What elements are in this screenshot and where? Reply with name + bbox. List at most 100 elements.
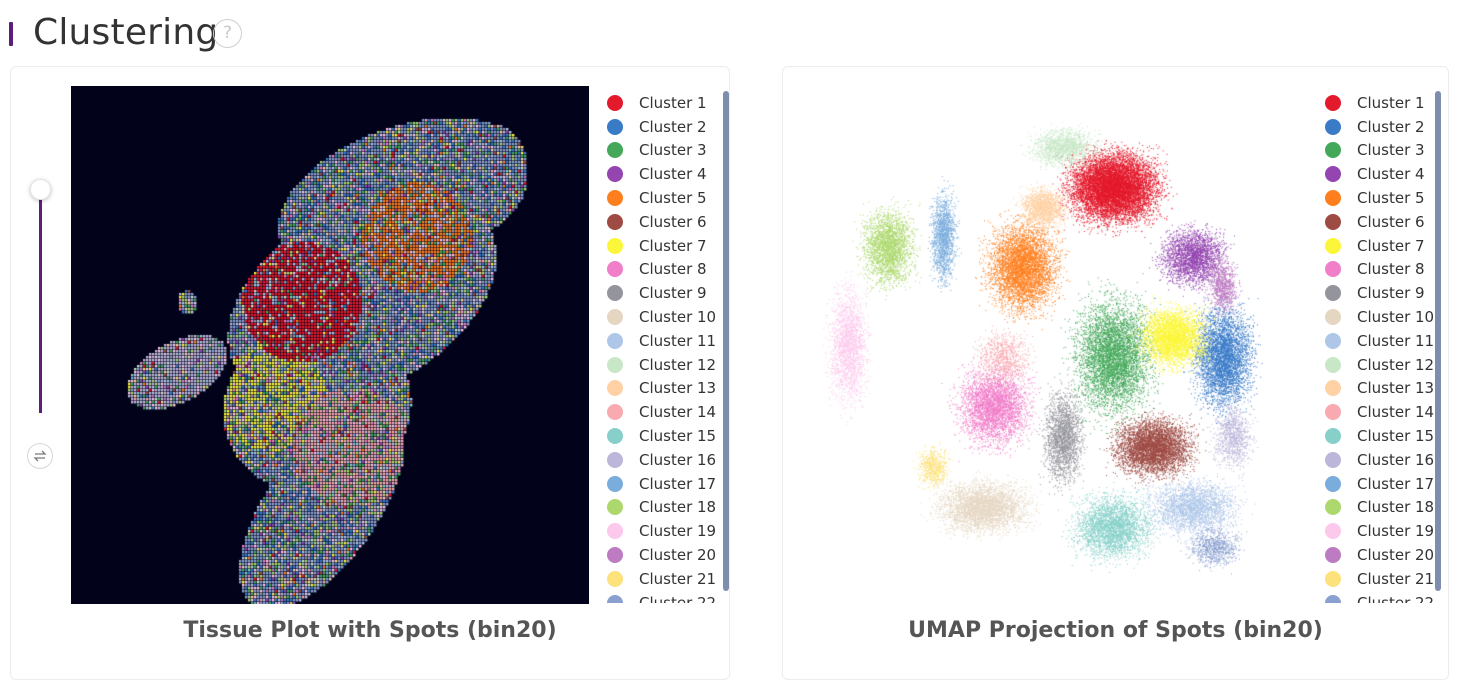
legend-color-swatch: [607, 190, 623, 207]
legend-item[interactable]: Cluster 7: [599, 234, 729, 258]
legend-item[interactable]: Cluster 1: [599, 91, 729, 115]
section-header: Clustering ?: [0, 0, 1470, 66]
legend-label: Cluster 5: [639, 189, 707, 208]
legend-label: Cluster 13: [639, 379, 717, 398]
legend-label: Cluster 20: [1357, 546, 1435, 565]
legend-color-swatch: [607, 237, 623, 254]
legend-label: Cluster 2: [639, 117, 707, 136]
umap-plot-canvas[interactable]: [813, 107, 1283, 587]
legend-color-swatch: [1325, 237, 1341, 254]
legend-item[interactable]: Cluster 19: [1317, 519, 1448, 543]
legend-item[interactable]: Cluster 17: [599, 472, 729, 496]
legend-color-swatch: [1325, 309, 1341, 326]
legend-item[interactable]: Cluster 4: [599, 162, 729, 186]
legend-color-swatch: [607, 547, 623, 564]
swap-horizontal-icon: [33, 450, 47, 462]
legend-color-swatch: [607, 285, 623, 302]
legend-label: Cluster 22: [1357, 593, 1435, 603]
legend-item[interactable]: Cluster 3: [599, 139, 729, 163]
legend-item[interactable]: Cluster 18: [599, 496, 729, 520]
legend-item[interactable]: Cluster 11: [599, 329, 729, 353]
legend-item[interactable]: Cluster 1: [1317, 91, 1448, 115]
legend-color-swatch: [607, 499, 623, 516]
legend-color-swatch: [1325, 356, 1341, 373]
legend-item[interactable]: Cluster 14: [599, 400, 729, 424]
legend-label: Cluster 18: [1357, 498, 1435, 517]
legend-label: Cluster 11: [639, 331, 717, 350]
legend-color-swatch: [1325, 475, 1341, 492]
legend-label: Cluster 5: [1357, 189, 1425, 208]
legend-item[interactable]: Cluster 20: [1317, 543, 1448, 567]
legend-scrollbar[interactable]: [1435, 91, 1441, 591]
legend-item[interactable]: Cluster 15: [1317, 424, 1448, 448]
legend-item[interactable]: Cluster 21: [599, 567, 729, 591]
legend-label: Cluster 15: [1357, 427, 1435, 446]
legend-item[interactable]: Cluster 17: [1317, 472, 1448, 496]
legend-label: Cluster 19: [1357, 522, 1435, 541]
legend-label: Cluster 17: [639, 474, 717, 493]
legend-label: Cluster 8: [639, 260, 707, 279]
legend-item[interactable]: Cluster 3: [1317, 139, 1448, 163]
legend-item[interactable]: Cluster 12: [599, 353, 729, 377]
legend-item[interactable]: Cluster 16: [599, 448, 729, 472]
legend-label: Cluster 14: [639, 403, 717, 422]
zoom-slider[interactable]: [25, 179, 57, 419]
swap-button[interactable]: [27, 443, 53, 469]
cluster-legend[interactable]: Cluster 1 Cluster 2 Cluster 3 Cluster 4 Clus…: [599, 91, 729, 603]
legend-item[interactable]: Cluster 13: [1317, 377, 1448, 401]
umap-plot[interactable]: [813, 107, 1283, 587]
legend-item[interactable]: Cluster 12: [1317, 353, 1448, 377]
legend-label: Cluster 9: [639, 284, 707, 303]
help-icon[interactable]: ?: [213, 19, 242, 48]
legend-item[interactable]: Cluster 4: [1317, 162, 1448, 186]
legend-item[interactable]: Cluster 19: [599, 519, 729, 543]
legend-color-swatch: [1325, 380, 1341, 397]
legend-label: Cluster 10: [639, 308, 717, 327]
legend-label: Cluster 8: [1357, 260, 1425, 279]
legend-label: Cluster 16: [1357, 450, 1435, 469]
legend-item[interactable]: Cluster 8: [599, 258, 729, 282]
zoom-slider-track[interactable]: [39, 187, 42, 413]
legend-item[interactable]: Cluster 6: [599, 210, 729, 234]
legend-label: Cluster 11: [1357, 331, 1435, 350]
legend-item[interactable]: Cluster 14: [1317, 400, 1448, 424]
legend-item[interactable]: Cluster 7: [1317, 234, 1448, 258]
legend-scrollbar[interactable]: [723, 91, 729, 591]
legend-item[interactable]: Cluster 5: [599, 186, 729, 210]
legend-item[interactable]: Cluster 6: [1317, 210, 1448, 234]
legend-item[interactable]: Cluster 8: [1317, 258, 1448, 282]
legend-label: Cluster 15: [639, 427, 717, 446]
legend-label: Cluster 6: [1357, 212, 1425, 231]
legend-label: Cluster 1: [1357, 93, 1425, 112]
zoom-slider-handle[interactable]: [30, 179, 51, 200]
legend-color-swatch: [1325, 142, 1341, 159]
legend-label: Cluster 19: [639, 522, 717, 541]
legend-item[interactable]: Cluster 5: [1317, 186, 1448, 210]
legend-item[interactable]: Cluster 10: [1317, 305, 1448, 329]
legend-item[interactable]: Cluster 2: [599, 115, 729, 139]
legend-item[interactable]: Cluster 13: [599, 377, 729, 401]
legend-item[interactable]: Cluster 9: [599, 281, 729, 305]
legend-color-swatch: [1325, 428, 1341, 445]
legend-label: Cluster 7: [1357, 236, 1425, 255]
legend-color-swatch: [1325, 261, 1341, 278]
legend-item[interactable]: Cluster 22: [599, 591, 729, 603]
legend-item[interactable]: Cluster 18: [1317, 496, 1448, 520]
legend-label: Cluster 2: [1357, 117, 1425, 136]
legend-label: Cluster 16: [639, 450, 717, 469]
legend-item[interactable]: Cluster 10: [599, 305, 729, 329]
legend-item[interactable]: Cluster 21: [1317, 567, 1448, 591]
legend-item[interactable]: Cluster 11: [1317, 329, 1448, 353]
cluster-legend[interactable]: Cluster 1 Cluster 2 Cluster 3 Cluster 4 Clus…: [1317, 91, 1448, 603]
legend-label: Cluster 21: [1357, 569, 1435, 588]
legend-item[interactable]: Cluster 15: [599, 424, 729, 448]
legend-color-swatch: [607, 428, 623, 445]
legend-item[interactable]: Cluster 20: [599, 543, 729, 567]
tissue-plot-canvas[interactable]: [71, 86, 589, 604]
legend-item[interactable]: Cluster 9: [1317, 281, 1448, 305]
legend-item[interactable]: Cluster 16: [1317, 448, 1448, 472]
legend-item[interactable]: Cluster 22: [1317, 591, 1448, 603]
legend-item[interactable]: Cluster 2: [1317, 115, 1448, 139]
legend-color-swatch: [607, 309, 623, 326]
tissue-plot[interactable]: [71, 86, 589, 604]
